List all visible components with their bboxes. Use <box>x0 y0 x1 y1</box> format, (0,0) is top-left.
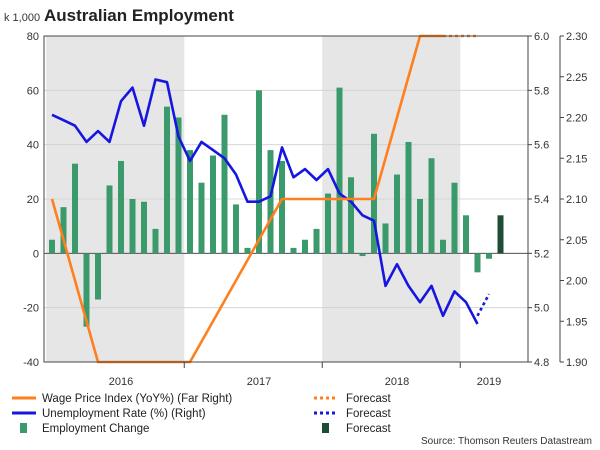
far-right-tick-label: 2.05 <box>566 235 587 247</box>
right-tick-label: 5.8 <box>534 85 549 97</box>
right-tick-label: 6.0 <box>534 31 549 43</box>
legend-wage-label: Wage Price Index (YoY%) (Far Right) <box>42 393 232 405</box>
bar-0-21 <box>290 247 297 254</box>
bar-0-33 <box>428 158 435 254</box>
x-tick-label: 2016 <box>109 376 133 388</box>
legend: Wage Price Index (YoY%) (Far Right) Fore… <box>12 393 392 435</box>
right-tick-label: 4.8 <box>534 357 549 369</box>
bar-0-28 <box>371 133 377 254</box>
bar-0-16 <box>233 204 239 254</box>
left-tick-label: 60 <box>27 85 39 97</box>
bar-0-0 <box>49 239 55 254</box>
bar-0-9 <box>152 228 159 254</box>
far-right-tick-label: 2.10 <box>566 194 587 206</box>
chart-title: Australian Employment <box>44 6 234 25</box>
x-axis-ticks: 2016 2017 2018 2019 <box>109 362 501 388</box>
right-tick-label: 5.2 <box>534 248 549 260</box>
legend-employment-forecast-swatch <box>322 423 329 433</box>
bar-0-26 <box>348 177 354 254</box>
legend-employment-swatch <box>20 423 27 433</box>
bar-0-2 <box>72 163 78 254</box>
legend-employment-label: Employment Change <box>42 423 149 435</box>
bar-0-18 <box>256 90 262 254</box>
left-tick-label: 20 <box>27 194 39 206</box>
legend-unemployment-label: Unemployment Rate (%) (Right) <box>42 408 206 420</box>
legend-unemployment-forecast-label: Forecast <box>346 408 392 420</box>
bar-0-3 <box>83 253 90 327</box>
bar-0-22 <box>302 239 308 254</box>
bar-0-10 <box>164 106 170 254</box>
bar-1-0 <box>497 215 504 254</box>
legend-wage-forecast-label: Forecast <box>346 393 392 405</box>
bar-0-1 <box>60 207 67 254</box>
bar-0-17 <box>244 247 251 254</box>
bar-0-19 <box>267 150 274 254</box>
bar-0-14 <box>210 155 216 254</box>
bar-0-34 <box>440 239 446 254</box>
bar-0-35 <box>451 182 458 254</box>
left-tick-label: 40 <box>27 140 39 152</box>
employment-change-bars <box>49 87 504 327</box>
bar-0-6 <box>118 160 124 254</box>
bar-0-8 <box>141 201 147 254</box>
far-right-tick-label: 2.15 <box>566 153 587 165</box>
bar-0-32 <box>417 199 423 254</box>
left-tick-label: -20 <box>23 303 39 315</box>
right-tick-label: 5.6 <box>534 140 549 152</box>
bar-0-11 <box>175 117 182 254</box>
line-series-0 <box>51 78 479 325</box>
right-tick-label: 5.0 <box>534 303 549 315</box>
bar-0-7 <box>129 199 136 254</box>
x-tick-label: 2019 <box>477 376 501 388</box>
bar-0-30 <box>394 174 400 254</box>
bar-0-25 <box>336 87 343 254</box>
bar-0-37 <box>474 253 481 273</box>
bar-0-20 <box>279 160 285 254</box>
bar-0-13 <box>198 182 205 254</box>
far-right-tick-label: 1.90 <box>566 357 587 369</box>
far-right-tick-label: 2.30 <box>566 31 587 43</box>
bar-0-27 <box>359 253 366 257</box>
legend-employment-forecast-label: Forecast <box>346 423 392 435</box>
bar-0-23 <box>313 228 320 254</box>
bar-0-5 <box>106 185 113 254</box>
left-tick-label: -40 <box>23 357 39 369</box>
right-axis-ticks: 4.8 5.0 5.2 5.4 5.6 5.8 6.0 <box>528 31 549 369</box>
left-tick-label: 80 <box>27 31 39 43</box>
bar-0-36 <box>463 215 469 254</box>
far-right-tick-label: 2.25 <box>566 72 587 84</box>
left-axis-label: k 1,000 <box>4 12 40 24</box>
bar-0-31 <box>405 141 412 254</box>
far-right-tick-label: 1.95 <box>566 316 587 328</box>
left-tick-label: 0 <box>33 248 39 260</box>
far-right-tick-label: 2.20 <box>566 113 587 125</box>
far-right-axis-ticks: 1.90 1.95 2.00 2.05 2.10 2.15 2.20 2.25 2.30 <box>559 31 587 369</box>
x-tick-label: 2017 <box>247 376 271 388</box>
source-note: Source: Thomson Reuters Datastream <box>421 436 592 447</box>
left-axis-ticks: -40 -20 0 20 40 60 80 <box>23 31 39 369</box>
bar-0-29 <box>382 223 389 254</box>
right-tick-label: 5.4 <box>534 194 549 206</box>
far-right-tick-label: 2.00 <box>566 276 587 288</box>
bar-0-24 <box>325 193 331 254</box>
bar-0-4 <box>95 253 101 300</box>
x-tick-label: 2018 <box>385 376 409 388</box>
line-series-1 <box>476 293 491 317</box>
bar-0-15 <box>221 114 228 254</box>
bar-0-38 <box>486 253 492 259</box>
bar-0-12 <box>187 150 193 254</box>
